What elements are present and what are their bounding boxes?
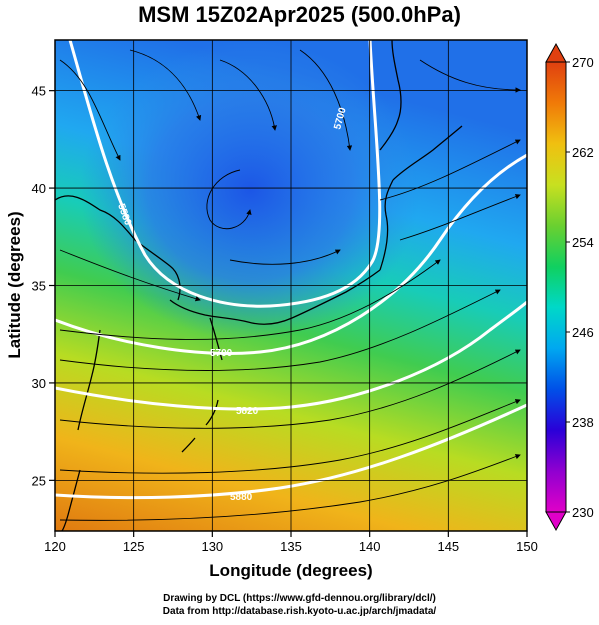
y-tick-label: 45 [32,84,46,99]
y-tick-label: 25 [32,473,46,488]
x-tick-label: 140 [359,539,381,554]
x-tick-label: 145 [437,539,459,554]
colorbar-tick-label: 230 [572,505,594,520]
wind-streamlines [59,49,521,521]
x-axis-label: Longitude (degrees) [209,561,372,580]
colorbar-bottom-arrow [545,511,567,532]
x-tick-label: 125 [123,539,145,554]
y-tick-label: 30 [32,376,46,391]
colorbar-ticks: 230 238 246 254 262 270 [566,55,594,520]
cold-low-core [80,40,420,340]
x-tick-label: 135 [280,539,302,554]
colorbar-tick-label: 246 [572,325,594,340]
colorbar-top-arrow [545,42,567,63]
contour-label: 5820 [236,406,259,417]
colorbar-tick-label: 270 [572,55,594,70]
map-title: MSM 15Z02Apr2025 (500.0hPa) [138,2,461,27]
credit-line-data: Data from http://database.rish.kyoto-u.a… [162,606,437,617]
x-tick-label: 150 [516,539,538,554]
colorbar-tick-label: 238 [572,415,594,430]
contour-label: 5700 [210,348,233,359]
x-axis-ticks: 120 125 130 135 140 145 150 [44,531,538,554]
colorbar: 230 238 246 254 262 270 [545,42,594,532]
coastlines [55,40,463,531]
contour-label: 5880 [230,492,253,503]
colorbar-tick-label: 254 [572,235,594,250]
x-tick-label: 130 [201,539,223,554]
y-tick-label: 35 [32,279,46,294]
credit-line-drawing: Drawing by DCL (https://www.gfd-dennou.o… [163,593,436,604]
colorbar-scale [545,61,567,513]
geopotential-contours [55,40,527,500]
y-tick-label: 40 [32,181,46,196]
lat-lon-grid [55,40,527,531]
y-axis-label: Latitude (degrees) [5,211,24,358]
x-tick-label: 120 [44,539,66,554]
y-axis-ticks: 25 30 35 40 45 [32,84,55,488]
colorbar-tick-label: 262 [572,145,594,160]
